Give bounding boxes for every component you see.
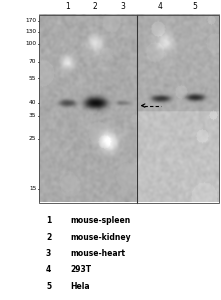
- Text: 2: 2: [46, 232, 51, 242]
- Text: 4: 4: [158, 2, 163, 11]
- Text: Hela: Hela: [71, 282, 90, 291]
- Text: 5: 5: [46, 282, 51, 291]
- Text: 1: 1: [65, 2, 70, 11]
- Text: 70: 70: [29, 59, 36, 64]
- Text: 170: 170: [25, 19, 36, 23]
- Text: mouse-kidney: mouse-kidney: [71, 232, 131, 242]
- Text: 100: 100: [25, 41, 36, 46]
- Text: 40: 40: [29, 100, 36, 105]
- Text: 3: 3: [120, 2, 125, 11]
- Text: 55: 55: [29, 76, 36, 80]
- Text: 4: 4: [46, 266, 51, 274]
- Text: mouse-heart: mouse-heart: [71, 249, 126, 258]
- Text: 293T: 293T: [71, 266, 92, 274]
- Text: 5: 5: [192, 2, 197, 11]
- Text: 1: 1: [46, 216, 51, 225]
- Text: mouse-spleen: mouse-spleen: [71, 216, 131, 225]
- Text: 2: 2: [93, 2, 97, 11]
- Text: 35: 35: [29, 113, 36, 118]
- Text: 3: 3: [46, 249, 51, 258]
- Text: 25: 25: [29, 136, 36, 141]
- Text: 15: 15: [29, 187, 36, 191]
- Bar: [39, 15, 219, 202]
- Text: 130: 130: [25, 29, 36, 34]
